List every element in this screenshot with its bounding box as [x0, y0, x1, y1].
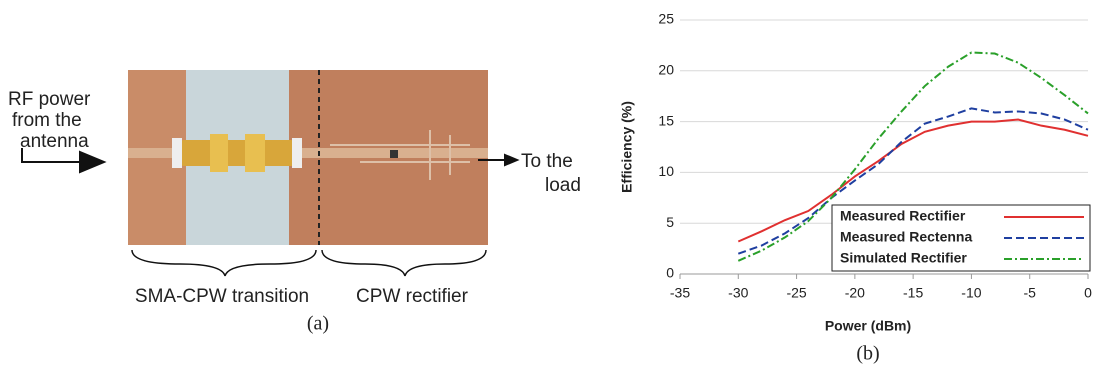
series-line	[737, 51, 1089, 262]
legend-label: Measured Rectenna	[840, 229, 972, 245]
input-label: antenna	[20, 131, 89, 152]
y-tick-label: 0	[666, 265, 674, 281]
series-line	[737, 118, 1089, 243]
y-tick-label: 5	[666, 214, 674, 230]
section-label: SMA-CPW transition	[135, 286, 309, 307]
x-tick-label: -20	[845, 285, 865, 301]
caption: (b)	[856, 343, 879, 365]
y-tick-label: 15	[658, 112, 674, 128]
section-label: CPW rectifier	[356, 286, 469, 307]
input-label: from the	[12, 110, 82, 131]
x-tick-label: -5	[1023, 285, 1036, 301]
x-tick-label: 0	[1084, 285, 1092, 301]
x-tick-label: -10	[961, 285, 981, 301]
output-label: To the	[521, 151, 573, 172]
input-label: RF power	[8, 89, 91, 110]
x-axis-label: Power (dBm)	[825, 318, 911, 334]
x-tick-label: -15	[903, 285, 923, 301]
legend-label: Measured Rectifier	[840, 208, 966, 224]
series-line	[737, 107, 1089, 255]
y-tick-label: 20	[658, 62, 674, 78]
output-label: load	[545, 175, 581, 196]
y-axis-label: Efficiency (%)	[619, 101, 635, 193]
y-tick-label: 25	[658, 11, 674, 27]
photo	[128, 70, 488, 245]
arrows	[21, 148, 520, 277]
x-tick-label: -35	[670, 285, 690, 301]
y-tick-label: 10	[658, 163, 674, 179]
x-tick-label: -30	[728, 285, 748, 301]
legend-label: Simulated Rectifier	[840, 250, 967, 266]
caption: (a)	[307, 313, 329, 335]
x-tick-label: -25	[786, 285, 806, 301]
